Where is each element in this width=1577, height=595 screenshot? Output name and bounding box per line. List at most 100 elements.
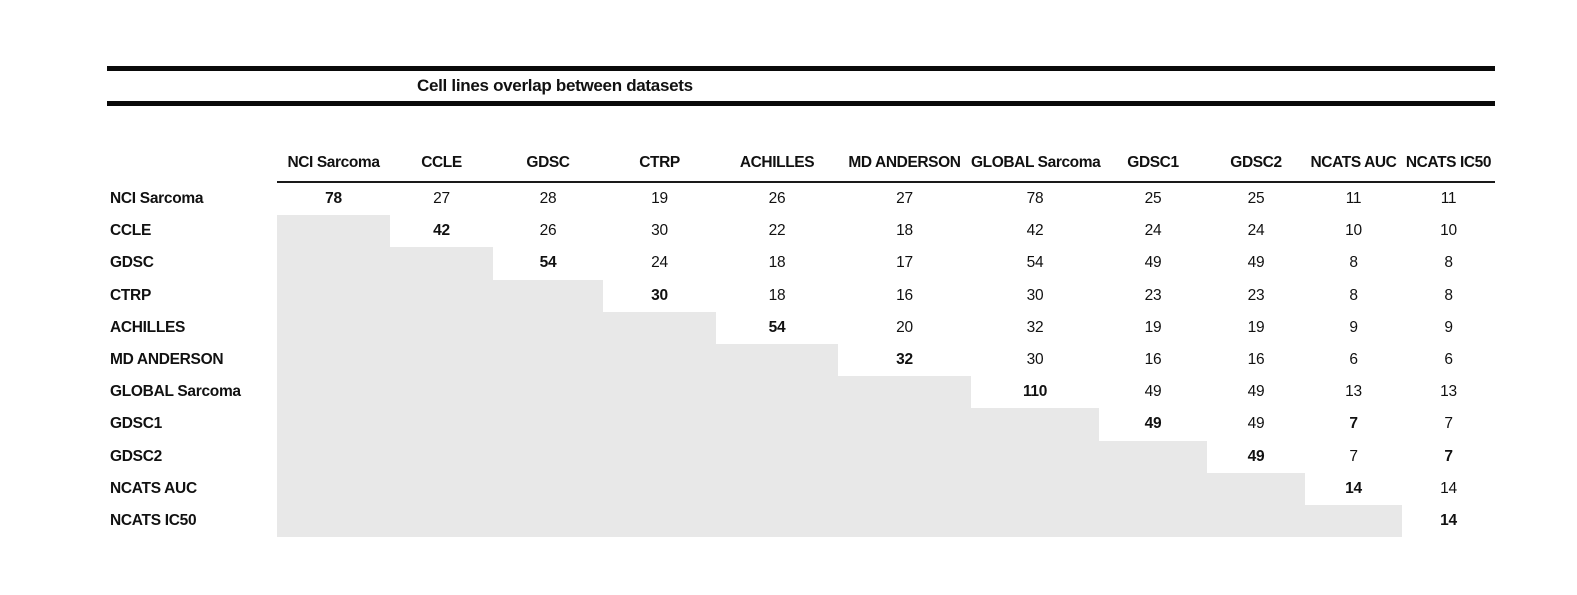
overlap-cell: 18 [768,286,786,304]
shaded-cell [493,376,603,409]
shaded-cell [838,472,971,505]
overlap-cell: 13 [1345,383,1362,401]
shaded-cell [493,343,603,377]
shaded-cell [971,440,1099,473]
table-title: Cell lines overlap between datasets [417,76,693,95]
shaded-cell [603,311,716,344]
table-row: NCATS IC50 14 [107,504,1495,538]
column-header: GDSC1 [1099,106,1207,183]
shaded-cell [277,408,390,441]
overlap-cell: 32 [896,351,913,369]
column-header: CTRP [603,106,716,183]
overlap-cell: 19 [1144,318,1162,336]
overlap-cell: 19 [1247,318,1265,336]
shaded-cell [716,343,838,377]
overlap-cell: 27 [433,190,450,208]
shaded-cell [838,376,971,409]
overlap-cell: 49 [1247,254,1265,272]
row-label: GDSC [110,254,154,272]
column-header: NCATS IC50 [1402,106,1495,183]
overlap-cell: 16 [1144,351,1162,369]
column-header: NCATS AUC [1305,106,1402,183]
overlap-cell: 49 [1247,383,1265,401]
shaded-cell [277,440,390,473]
overlap-cell: 14 [1440,479,1457,497]
row-label: GDSC2 [110,447,162,465]
table-body: NCI Sarcoma 78 27 28 19 26 27 78 25 25 11 11 CCLE 42 2… [107,182,1495,538]
overlap-cell: 24 [651,254,668,272]
table-row: ACHILLES 54 20 32 19 19 9 9 [107,311,1495,344]
table-header: NCI Sarcoma CCLE GDSC CTRP ACHILLES MD ANDERS… [107,106,1495,183]
row-label: NCATS IC50 [110,511,197,529]
shaded-cell [277,472,390,505]
shaded-cell [390,376,493,409]
table-row: GDSC1 49 49 7 7 [107,408,1495,441]
shaded-cell [1207,472,1305,505]
shaded-cell [971,504,1099,538]
shaded-cell [390,408,493,441]
overlap-cell: 9 [1444,318,1453,336]
table-row: MD ANDERSON 32 30 16 16 6 6 [107,343,1495,377]
overlap-cell: 49 [1144,254,1162,272]
overlap-table: Cell lines overlap between datasets NCI … [107,66,1495,538]
overlap-cell: 8 [1349,286,1358,304]
overlap-cell: 10 [1440,222,1457,240]
shaded-cell [603,408,716,441]
overlap-cell: 19 [651,190,668,208]
column-header: GLOBAL Sarcoma [971,106,1101,183]
shaded-cell [390,247,493,280]
row-label: NCATS AUC [110,479,197,497]
shaded-cell [493,472,603,505]
table-row: GDSC2 49 7 7 [107,440,1495,473]
shaded-cell [1099,440,1207,473]
shaded-cell [277,215,390,248]
overlap-cell: 7 [1444,415,1453,433]
shaded-cell [493,440,603,473]
row-label: CTRP [110,286,151,304]
shaded-cell [390,311,493,344]
shaded-cell [493,279,603,312]
overlap-cell: 8 [1444,286,1453,304]
row-label: CCLE [110,222,151,240]
overlap-cell: 11 [1440,190,1457,208]
overlap-cell: 78 [325,190,342,208]
overlap-cell: 110 [1022,383,1048,401]
overlap-cell: 8 [1349,254,1358,272]
shaded-cell [838,504,971,538]
overlap-cell: 24 [1144,222,1162,240]
overlap-cell: 11 [1345,190,1362,208]
header-row: NCI Sarcoma CCLE GDSC CTRP ACHILLES MD ANDERS… [107,106,1495,183]
row-label: ACHILLES [110,318,186,336]
corner-cell [107,106,277,182]
overlap-cell: 49 [1247,415,1265,433]
overlap-cell: 49 [1144,383,1162,401]
overlap-cell: 25 [1247,190,1265,208]
overlap-cell: 30 [651,286,668,304]
overlap-matrix-table: NCI Sarcoma CCLE GDSC CTRP ACHILLES MD ANDERS… [107,106,1495,538]
overlap-cell: 23 [1144,286,1162,304]
shaded-cell [603,343,716,377]
shaded-cell [1207,504,1305,538]
overlap-cell: 30 [1026,351,1044,369]
shaded-cell [716,440,838,473]
shaded-cell [838,440,971,473]
top-rule [107,66,1495,71]
shaded-cell [1099,504,1207,538]
table-row: CCLE 42 26 30 22 18 42 24 24 10 10 [107,215,1495,248]
overlap-cell: 6 [1349,351,1358,369]
shaded-cell [603,376,716,409]
overlap-cell: 18 [768,254,786,272]
shaded-cell [493,408,603,441]
shaded-cell [838,408,971,441]
overlap-cell: 49 [1144,415,1162,433]
overlap-cell: 78 [1026,190,1044,208]
overlap-cell: 8 [1444,254,1453,272]
shaded-cell [277,279,390,312]
shaded-cell [277,376,390,409]
column-header: CCLE [390,106,493,183]
shaded-cell [1099,472,1207,505]
shaded-cell [716,504,838,538]
overlap-cell: 22 [768,222,786,240]
overlap-cell: 30 [1026,286,1044,304]
shaded-cell [971,472,1099,505]
